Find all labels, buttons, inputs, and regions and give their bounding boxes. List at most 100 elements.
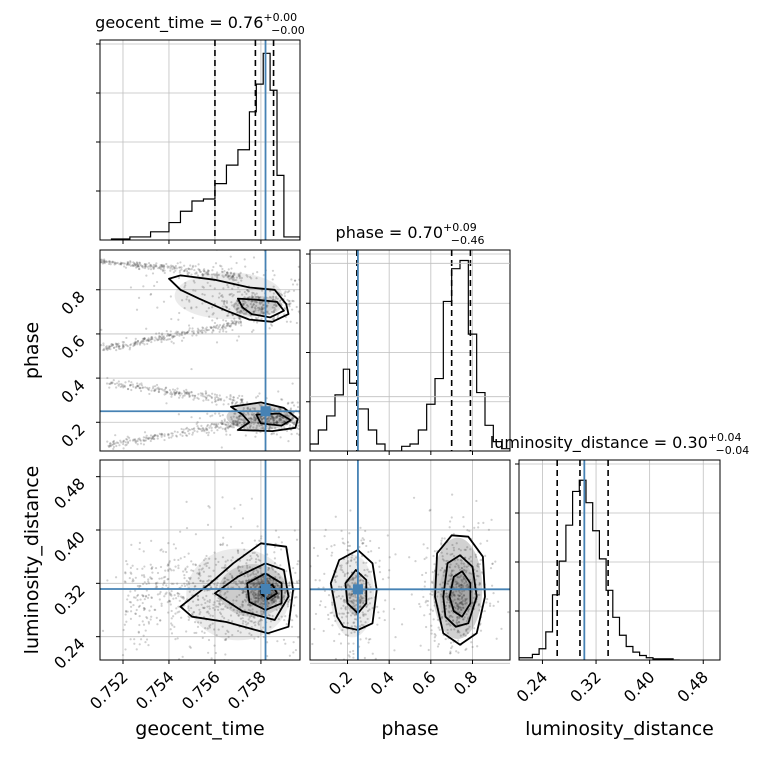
scatter-point — [229, 325, 232, 328]
scatter-point — [235, 423, 238, 426]
scatter-point — [131, 383, 134, 386]
scatter-point — [150, 336, 153, 339]
scatter-point — [200, 394, 203, 397]
scatter-point — [149, 293, 152, 296]
scatter-point — [241, 303, 245, 306]
scatter-point — [455, 590, 458, 593]
scatter-point — [134, 438, 137, 441]
scatter-point — [440, 542, 443, 545]
scatter-point — [136, 265, 139, 268]
scatter-point — [215, 324, 218, 328]
scatter-point — [275, 421, 278, 424]
scatter-point — [280, 398, 284, 401]
scatter-point — [224, 653, 227, 656]
scatter-point — [419, 605, 422, 608]
scatter-point — [138, 267, 141, 271]
scatter-point — [351, 553, 354, 557]
scatter-point — [226, 424, 229, 427]
scatter-point — [145, 589, 148, 592]
scatter-point — [251, 306, 254, 309]
scatter-point — [169, 593, 173, 596]
scatter-point — [313, 419, 315, 421]
scatter-point — [211, 269, 214, 272]
scatter-point — [238, 317, 241, 320]
scatter-point — [218, 394, 221, 397]
scatter-point — [447, 623, 450, 626]
scatter-point — [108, 386, 111, 389]
scatter-point — [173, 266, 176, 269]
scatter-point — [275, 420, 278, 423]
scatter-point — [466, 546, 469, 549]
scatter-point — [459, 606, 462, 609]
scatter-point — [136, 265, 139, 268]
scatter-point — [260, 404, 263, 407]
scatter-point — [433, 636, 436, 639]
scatter-point — [188, 616, 191, 619]
scatter-point — [144, 641, 147, 644]
scatter-point — [219, 543, 222, 546]
scatter-point — [257, 558, 260, 561]
scatter-point — [201, 329, 204, 332]
contour-0 — [168, 274, 290, 323]
scatter-point — [270, 592, 274, 595]
scatter-point — [337, 585, 341, 588]
scatter-point — [374, 657, 377, 660]
scatter-point — [348, 287, 350, 289]
scatter-point — [230, 319, 233, 322]
scatter-point — [256, 601, 260, 604]
scatter-point — [135, 261, 139, 265]
scatter-point — [170, 317, 173, 321]
scatter-point — [236, 550, 240, 553]
scatter-point — [107, 347, 110, 350]
plot-area — [100, 250, 350, 451]
scatter-point — [303, 594, 305, 596]
scatter-point — [266, 310, 269, 313]
scatter-point — [431, 581, 434, 584]
scatter-point — [253, 637, 256, 640]
scatter-point — [307, 545, 309, 547]
scatter-point — [109, 442, 112, 445]
scatter-point — [157, 390, 160, 394]
scatter-point — [224, 273, 228, 277]
x-tick-label: 0.756 — [178, 667, 224, 713]
scatter-point — [255, 277, 258, 280]
scatter-point — [259, 566, 262, 569]
scatter-point — [247, 417, 250, 420]
scatter-point — [227, 635, 230, 639]
scatter-point — [459, 574, 463, 577]
scatter-point — [521, 585, 523, 587]
scatter-point — [226, 544, 229, 547]
scatter-point — [463, 569, 466, 572]
scatter-point — [187, 391, 190, 395]
scatter-point — [130, 543, 133, 546]
scatter-point — [170, 617, 173, 620]
scatter-point — [179, 530, 182, 533]
scatter-point — [277, 572, 280, 576]
scatter-point — [119, 439, 122, 442]
scatter-point — [238, 610, 241, 614]
scatter-point — [226, 271, 229, 274]
scatter-point — [350, 556, 353, 559]
scatter-point — [113, 346, 116, 349]
scatter-point — [212, 628, 216, 631]
scatter-point — [161, 270, 165, 273]
scatter-point — [225, 305, 228, 309]
scatter-point — [229, 398, 232, 401]
scatter-point — [205, 396, 208, 399]
scatter-point — [363, 656, 366, 660]
scatter-point — [143, 565, 146, 568]
scatter-point — [151, 435, 154, 438]
scatter-point — [286, 414, 289, 417]
scatter-point — [114, 262, 117, 265]
scatter-point — [219, 611, 222, 614]
y-tick-label: 0.24 — [50, 634, 89, 673]
scatter-point — [353, 614, 356, 617]
scatter-point — [246, 411, 250, 414]
scatter-point — [238, 414, 242, 417]
scatter-point — [270, 407, 273, 410]
scatter-point — [446, 582, 450, 585]
scatter-point — [156, 571, 160, 575]
scatter-point — [216, 429, 219, 432]
scatter-point — [353, 624, 356, 628]
scatter-point — [293, 423, 296, 426]
